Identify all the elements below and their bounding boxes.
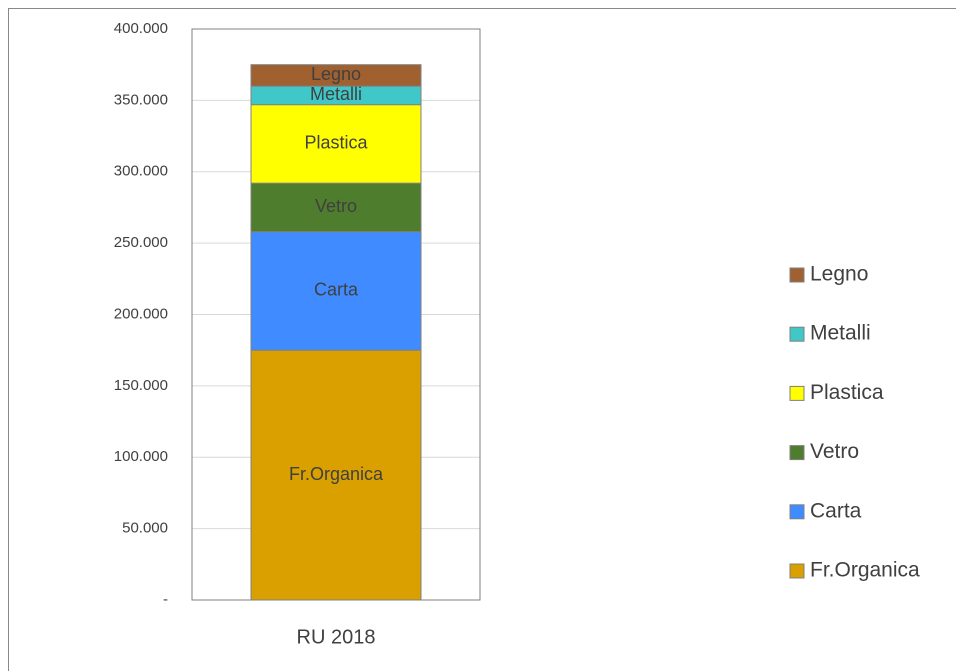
bar-segment (250, 64, 422, 87)
legend-label: Fr.Organica (810, 559, 920, 582)
legend-swatch (789, 563, 805, 579)
legend-swatch (789, 445, 805, 461)
segment-label: Plastica (304, 133, 368, 153)
segment-label: Carta (314, 280, 359, 300)
y-tick-label: 300.000 (114, 163, 168, 180)
legend-swatch (789, 385, 805, 401)
legend-swatch (789, 267, 805, 283)
legend-label: Carta (810, 499, 862, 522)
bar-segment (250, 182, 422, 233)
y-tick-label: 150.000 (114, 377, 168, 394)
legend-label: Vetro (810, 440, 859, 463)
y-tick-label: 250.000 (114, 234, 168, 251)
y-tick-label: 100.000 (114, 448, 168, 465)
x-tick-label: RU 2018 (297, 626, 376, 648)
y-tick-label: 200.000 (114, 305, 168, 322)
y-tick-label: - (163, 591, 168, 608)
legend-label: Metalli (810, 322, 871, 345)
segment-label: Metalli (310, 84, 362, 104)
segment-label: Vetro (315, 196, 357, 216)
y-tick-label: 50.000 (122, 520, 168, 537)
legend-swatch (789, 504, 805, 520)
y-tick-label: 350.000 (114, 91, 168, 108)
chart-border (8, 8, 956, 671)
segment-label: Legno (311, 64, 361, 84)
legend-label: Legno (810, 263, 868, 286)
bar-segment (250, 231, 422, 351)
bar-segment (250, 349, 422, 601)
y-tick-label: 400.000 (114, 20, 168, 37)
bar-segment (250, 104, 422, 184)
segment-label: Fr.Organica (289, 464, 384, 484)
legend-label: Plastica (810, 381, 884, 404)
legend-swatch (789, 326, 805, 342)
